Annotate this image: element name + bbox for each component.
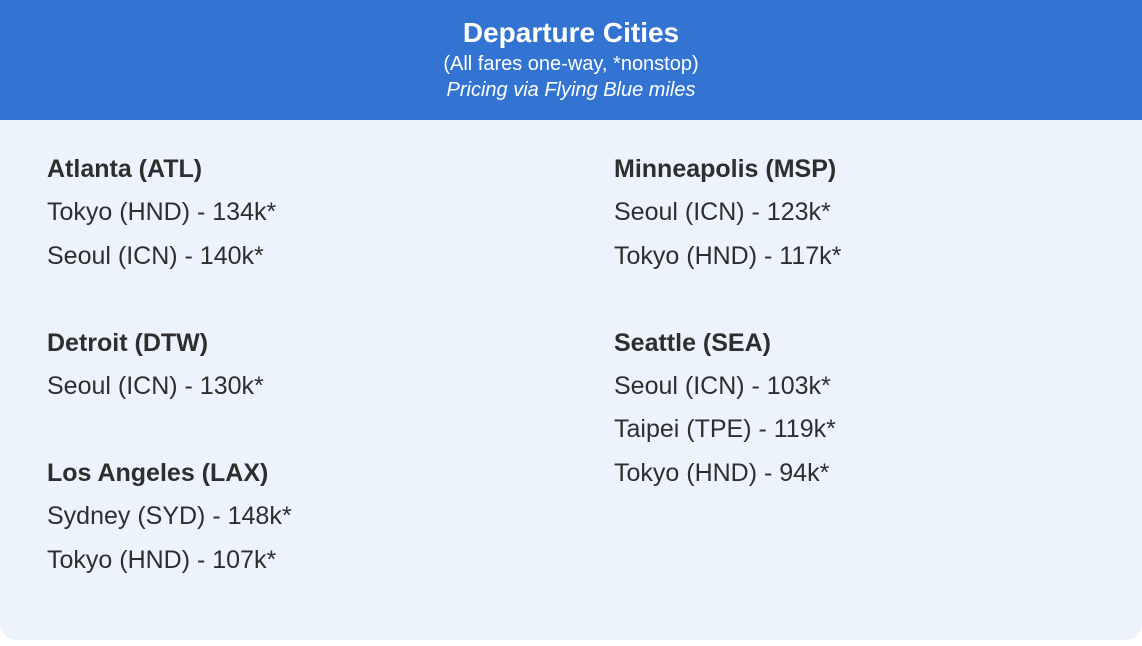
city-heading: Minneapolis (MSP) (614, 155, 837, 183)
fare-line: Seoul (ICN) - 140k* (47, 241, 264, 270)
city-heading: Los Angeles (LAX) (47, 458, 269, 487)
fare-line: Seoul (ICN) - 130k* (47, 372, 264, 401)
card-header: Departure Cities (All fares one-way, *no… (0, 0, 1142, 120)
fare-line: Sydney (SYD) - 148k* (47, 502, 292, 531)
fare-conditions-subtitle: (All fares one-way, *nonstop) (443, 53, 699, 75)
city-group: Seattle (SEA) Seoul (ICN) - 103k* Taipei (… (614, 322, 1142, 496)
city-heading: Detroit (DTW) (47, 328, 209, 357)
fare-column: Minneapolis (MSP) Seoul (ICN) - 123k* Toky… (614, 148, 1142, 582)
city-heading: Atlanta (ATL) (47, 155, 203, 183)
fare-column: Atlanta (ATL) Tokyo (HND) - 134k* Seoul (I… (47, 148, 614, 582)
fare-line: Tokyo (HND) - 107k* (47, 545, 277, 574)
fare-line: Seoul (ICN) - 103k* (614, 372, 831, 401)
fare-line: Tokyo (HND) - 94k* (614, 458, 830, 487)
city-group: Detroit (DTW) Seoul (ICN) - 130k* (47, 322, 614, 409)
fare-line: Taipei (TPE) - 119k* (614, 415, 836, 444)
city-group: Los Angeles (LAX) Sydney (SYD) - 148k* Tok… (47, 452, 614, 582)
city-group: Minneapolis (MSP) Seoul (ICN) - 123k* Toky… (614, 148, 1142, 278)
page-title: Departure Cities (462, 17, 680, 48)
city-group: Atlanta (ATL) Tokyo (HND) - 134k* Seoul (I… (47, 148, 614, 278)
city-heading: Seattle (SEA) (614, 328, 771, 357)
fare-line: Tokyo (HND) - 134k* (47, 198, 277, 227)
fare-line: Seoul (ICN) - 123k* (614, 198, 831, 227)
fare-columns: Atlanta (ATL) Tokyo (HND) - 134k* Seoul (I… (0, 120, 1142, 582)
fare-line: Tokyo (HND) - 117k* (614, 241, 842, 270)
pricing-note: Pricing via Flying Blue miles (446, 79, 696, 101)
